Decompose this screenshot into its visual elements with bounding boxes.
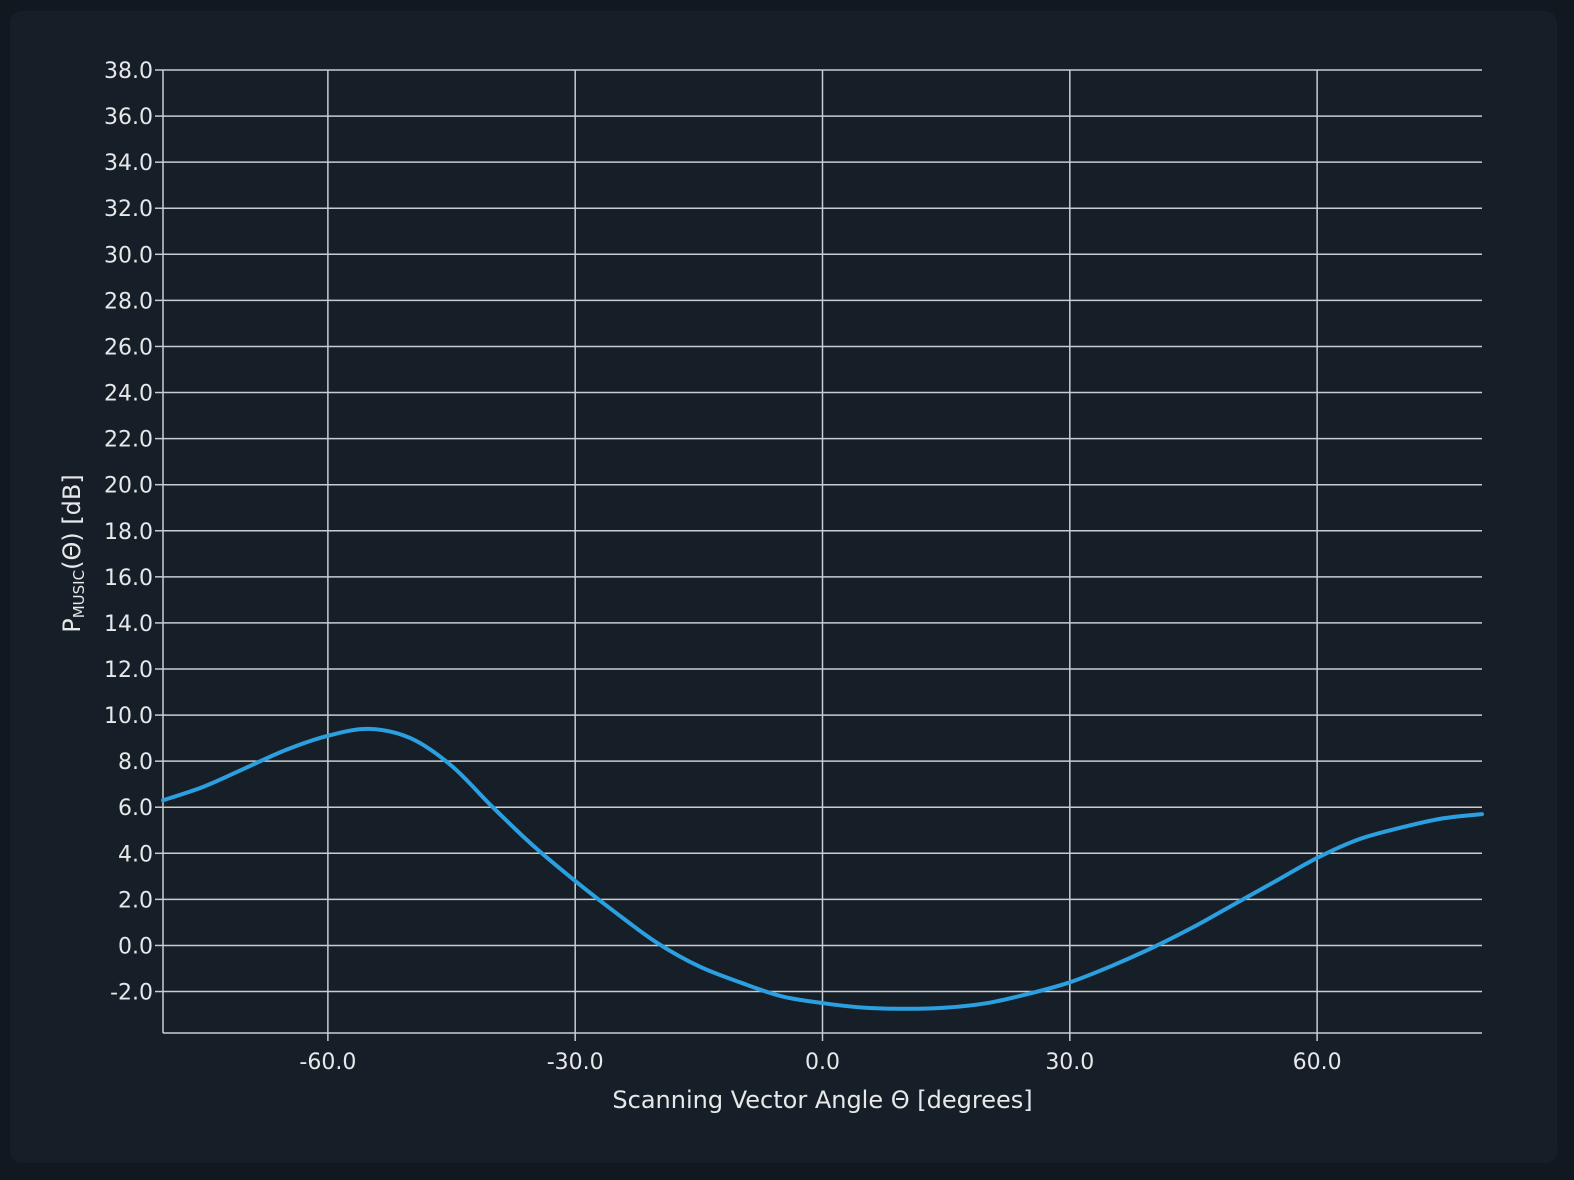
y-axis-label-main: P xyxy=(58,618,86,632)
y-tick-label: 20.0 xyxy=(104,474,153,499)
series-line xyxy=(161,726,1484,1011)
y-tick-label: 22.0 xyxy=(104,428,153,453)
y-tick-label: 38.0 xyxy=(104,59,153,84)
y-tick-label: 32.0 xyxy=(104,197,153,222)
x-tick-label: 30.0 xyxy=(1045,1050,1094,1075)
y-tick-label: 34.0 xyxy=(104,151,153,176)
x-tick-label: 60.0 xyxy=(1293,1050,1342,1075)
y-axis-label-subscript: MUSIC xyxy=(70,570,88,618)
x-tick-label: 0.0 xyxy=(805,1050,840,1075)
y-tick-label: 12.0 xyxy=(104,658,153,683)
y-tick-labels: -2.0 0.0 2.0 4.0 6.0 8.0 10.0 12.0 14.0 16.0 18.0 2… xyxy=(104,59,153,1006)
chart-panel xyxy=(10,11,1557,1163)
y-tick-label: 30.0 xyxy=(104,243,153,268)
axes xyxy=(155,69,1482,1041)
series-group xyxy=(161,726,1484,1011)
grid-lines xyxy=(163,69,1482,1033)
y-tick-label: 36.0 xyxy=(104,105,153,130)
y-tick-label: -2.0 xyxy=(110,981,153,1006)
y-tick-label: 10.0 xyxy=(104,704,153,729)
y-tick-label: 14.0 xyxy=(104,612,153,637)
y-axis-label-rest: (Θ) [dB] xyxy=(58,474,86,570)
y-axis-label: PMUSIC(Θ) [dB] xyxy=(58,474,88,633)
y-tick-label: 28.0 xyxy=(104,289,153,314)
x-tick-label: -30.0 xyxy=(547,1050,604,1075)
y-tick-label: 0.0 xyxy=(118,934,153,959)
y-tick-label: 18.0 xyxy=(104,520,153,545)
y-tick-label: 24.0 xyxy=(104,382,153,407)
y-tick-label: 6.0 xyxy=(118,796,153,821)
x-axis-label: Scanning Vector Angle Θ [degrees] xyxy=(612,1086,1032,1114)
x-tick-label: -60.0 xyxy=(299,1050,356,1075)
y-tick-label: 4.0 xyxy=(118,842,153,867)
y-tick-label: 26.0 xyxy=(104,335,153,360)
y-tick-label: 16.0 xyxy=(104,566,153,591)
x-tick-labels: -60.0 -30.0 0.0 30.0 60.0 xyxy=(299,1050,1341,1075)
y-tick-label: 8.0 xyxy=(118,750,153,775)
y-tick-label: 2.0 xyxy=(118,888,153,913)
